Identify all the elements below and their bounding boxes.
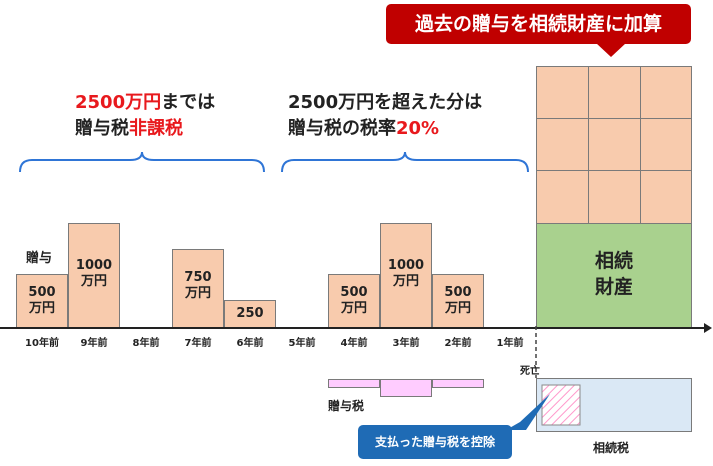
headline-left-amount: 2500万円 xyxy=(75,92,162,113)
tick-label: 6年前 xyxy=(236,338,264,349)
tick-label: 3年前 xyxy=(392,338,420,349)
gift-bar-10y-amount: 500 xyxy=(28,285,56,300)
timeline-axis xyxy=(0,323,712,333)
tick-label: 1年前 xyxy=(496,338,524,349)
gift-bar-9y-unit: 万円 xyxy=(80,274,107,289)
estate-gift-cell xyxy=(536,170,589,224)
gift-bar-9y-amount: 1000 xyxy=(75,258,113,273)
tick-label: 2年前 xyxy=(444,338,472,349)
headline-right-prefix: 贈与税の税率 xyxy=(288,118,396,139)
credit-callout: 支払った贈与税を控除 xyxy=(358,425,512,459)
estate-label-2: 財産 xyxy=(594,276,633,298)
tick-label: 9年前 xyxy=(80,338,108,349)
brace-right xyxy=(281,151,529,173)
headline-left-prefix: 贈与税 xyxy=(75,118,129,139)
gift-bar-7y-amount: 750 xyxy=(184,270,212,285)
headline-left-highlight: 非課税 xyxy=(129,118,183,139)
gift-bar-6y: 250 xyxy=(224,300,276,328)
estate-stack: 相続 財産 xyxy=(536,66,692,328)
headline-left: 2500万円までは 贈与税非課税 xyxy=(75,90,215,142)
banner-pointer xyxy=(596,43,626,57)
tick-label: 7年前 xyxy=(184,338,212,349)
estate-gift-cell xyxy=(640,170,692,224)
estate-gift-cell xyxy=(536,118,589,171)
gift-tax-bar-2y xyxy=(432,379,484,388)
gift-bar-6y-amount: 250 xyxy=(236,306,264,321)
headline-right-rate: 20% xyxy=(396,118,440,139)
banner-text: 過去の贈与を相続財産に加算 xyxy=(414,13,662,35)
banner: 過去の贈与を相続財産に加算 xyxy=(386,4,691,44)
tick-label: 4年前 xyxy=(340,338,368,349)
estate-gift-cell xyxy=(536,66,589,119)
estate-gift-cell xyxy=(588,170,641,224)
gift-bar-10y-unit: 万円 xyxy=(28,301,55,316)
gift-tax-bar-4y xyxy=(328,379,380,388)
estate-gift-cell xyxy=(588,118,641,171)
brace-left xyxy=(19,151,265,173)
credit-callout-text: 支払った贈与税を控除 xyxy=(374,435,495,449)
inheritance-estate-block: 相続 財産 xyxy=(536,223,692,328)
estate-label-1: 相続 xyxy=(594,250,633,272)
tick-label: 5年前 xyxy=(288,338,316,349)
estate-gift-cell xyxy=(640,66,692,119)
headline-left-rest: までは xyxy=(161,92,216,113)
gift-bar-3y-unit: 万円 xyxy=(392,274,419,289)
inheritance-tax-label: 相続税 xyxy=(593,441,630,455)
gift-caption: 贈与 xyxy=(26,251,53,266)
gift-tax-bar-3y xyxy=(380,379,432,397)
inheritance-tax-box xyxy=(536,378,692,432)
estate-gift-cell xyxy=(588,66,641,119)
gift-bar-2y: 500 万円 xyxy=(432,274,484,328)
gift-bar-4y-amount: 500 xyxy=(340,285,368,300)
death-marker-line xyxy=(535,326,537,378)
gift-bar-3y: 1000 万円 xyxy=(380,223,432,328)
headline-right-line1: 2500万円を超えた分は xyxy=(288,92,483,113)
tick-label: 8年前 xyxy=(132,338,160,349)
callout-pointer xyxy=(506,394,550,430)
gift-tax-credit-area xyxy=(541,384,581,426)
gift-bar-2y-amount: 500 xyxy=(444,285,472,300)
tick-label: 10年前 xyxy=(25,338,59,349)
gift-bar-4y-unit: 万円 xyxy=(340,301,367,316)
gift-bar-7y: 750 万円 xyxy=(172,249,224,328)
gift-bar-9y: 1000 万円 xyxy=(68,223,120,328)
headline-right: 2500万円を超えた分は 贈与税の税率20% xyxy=(288,90,482,142)
gift-bar-7y-unit: 万円 xyxy=(184,286,211,301)
death-label: 死亡 xyxy=(520,366,540,377)
gift-bar-3y-amount: 1000 xyxy=(387,258,425,273)
gift-tax-label: 贈与税 xyxy=(328,399,365,413)
estate-gift-cell xyxy=(640,118,692,171)
gift-bar-2y-unit: 万円 xyxy=(444,301,471,316)
gift-bar-10y: 500 万円 xyxy=(16,274,68,328)
gift-bar-4y: 500 万円 xyxy=(328,274,380,328)
